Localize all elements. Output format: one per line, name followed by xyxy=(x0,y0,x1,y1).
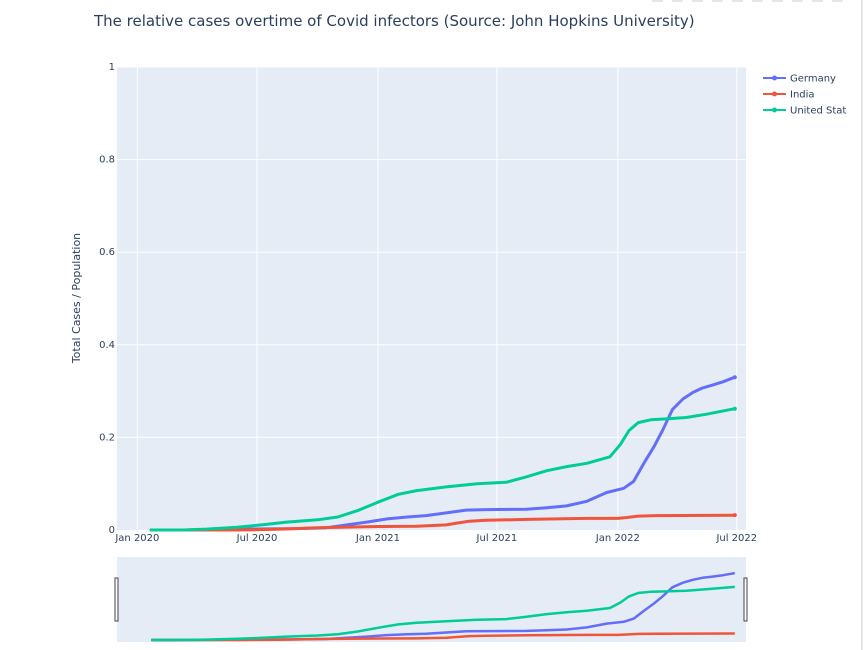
series-end-marker xyxy=(732,406,737,411)
series-end-marker xyxy=(732,375,737,380)
x-tick-label: Jul 2022 xyxy=(715,533,757,544)
tick-labels: 0 0.2 0.4 0.6 0.8 1 Jan 2020 Jul 2020 Jan 2021 Ju… xyxy=(99,62,757,544)
x-tick-label: Jan 2020 xyxy=(114,533,159,544)
y-tick-label: 0.4 xyxy=(99,340,115,351)
box-select-icon[interactable] xyxy=(712,0,723,2)
legend[interactable]: Germany India United Stat xyxy=(763,74,846,117)
zoom-in-icon[interactable] xyxy=(752,0,763,2)
legend-item-united-states[interactable]: United Stat xyxy=(763,106,846,117)
pan-icon[interactable] xyxy=(692,0,703,2)
chart-title: The relative cases overtime of Covid inf… xyxy=(94,12,695,30)
zoom-out-icon[interactable] xyxy=(772,0,783,2)
slider-line-united-states xyxy=(151,585,735,642)
modebar[interactable] xyxy=(652,0,843,2)
series-line-united-states[interactable] xyxy=(149,407,737,532)
reset-axes-icon[interactable] xyxy=(812,0,823,2)
y-tick-label: 0.6 xyxy=(99,247,115,258)
x-tick-label: Jul 2021 xyxy=(476,533,518,544)
legend-label: India xyxy=(790,90,815,101)
main-plot-background[interactable] xyxy=(117,67,746,530)
y-tick-label: 1 xyxy=(109,62,115,73)
legend-label: United Stat xyxy=(790,106,846,117)
series-end-marker xyxy=(732,513,737,518)
slider-line-india xyxy=(151,632,735,642)
zoom-icon[interactable] xyxy=(672,0,683,2)
legend-item-india[interactable]: India xyxy=(763,90,815,101)
camera-icon[interactable] xyxy=(652,0,663,2)
y-tick-label: 0 xyxy=(109,525,115,536)
y-tick-label: 0.2 xyxy=(99,432,115,443)
range-slider[interactable] xyxy=(117,557,746,642)
x-tick-label: Jan 2021 xyxy=(355,533,400,544)
range-slider-right-handle[interactable] xyxy=(743,577,748,622)
x-tick-label: Jul 2020 xyxy=(236,533,278,544)
series-line-india[interactable] xyxy=(149,513,737,532)
plotly-logo-icon[interactable] xyxy=(832,0,843,2)
legend-item-germany[interactable]: Germany xyxy=(763,74,836,85)
autoscale-icon[interactable] xyxy=(792,0,803,2)
panel-edge xyxy=(861,0,863,650)
grid-lines xyxy=(117,66,746,530)
y-tick-label: 0.8 xyxy=(99,155,115,166)
series-line-germany[interactable] xyxy=(149,375,737,532)
range-slider-left-handle[interactable] xyxy=(114,577,119,622)
x-tick-label: Jan 2022 xyxy=(595,533,640,544)
y-axis-title: Total Cases / Population xyxy=(70,233,83,364)
legend-label: Germany xyxy=(790,74,836,85)
range-slider-lines xyxy=(151,571,736,642)
lasso-icon[interactable] xyxy=(732,0,743,2)
series-lines xyxy=(149,375,737,532)
